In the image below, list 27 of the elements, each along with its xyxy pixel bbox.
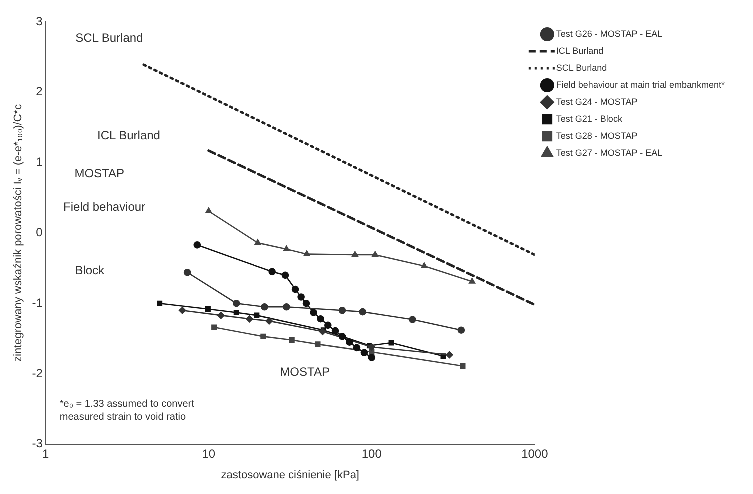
y-axis-title: zintegrowany wskaźnik porowatości Iᵥ = (e-e*₁₀₀)/C*c (12, 104, 25, 362)
annotation: *e₀ = 1.33 assumed to convert measured strain to void ratio (60, 399, 195, 424)
y-tick-label: 0 (36, 226, 44, 240)
annotation: MOSTAP (280, 364, 330, 379)
legend-label: Test G21 - Block (556, 114, 623, 124)
y-tick-label: 2 (36, 84, 44, 99)
legend-label: Test G24 - MOSTAP (556, 96, 638, 107)
legend-label: Test G27 - MOSTAP - EAL (556, 148, 663, 158)
x-axis-title: zastosowane ciśnienie [kPa] (221, 469, 360, 482)
annotation: SCL Burland (76, 31, 144, 46)
annotation: Block (75, 264, 106, 278)
y-tick-label: -2 (32, 366, 44, 380)
y-tick-label: -1 (32, 296, 44, 310)
annotation: Field behaviour (64, 200, 146, 214)
x-tick-label: 10 (202, 446, 216, 461)
y-tick-label: 3 (36, 14, 44, 28)
annotation: ICL Burland (98, 128, 160, 142)
x-tick-label: 100 (362, 446, 382, 461)
legend-label: Field behaviour at main trial embankment* (556, 80, 726, 90)
legend-label: ICL Burland (556, 46, 604, 56)
annotation: MOSTAP (74, 166, 125, 180)
legend-label: SCL Burland (556, 62, 608, 73)
legend-label: Test G26 - MOSTAP - EAL (556, 28, 663, 39)
y-tick-label: -3 (32, 436, 44, 451)
y-tick-label: 1 (36, 155, 44, 170)
x-tick-label: 1000 (522, 446, 549, 461)
legend-label: Test G28 - MOSTAP (556, 130, 638, 141)
